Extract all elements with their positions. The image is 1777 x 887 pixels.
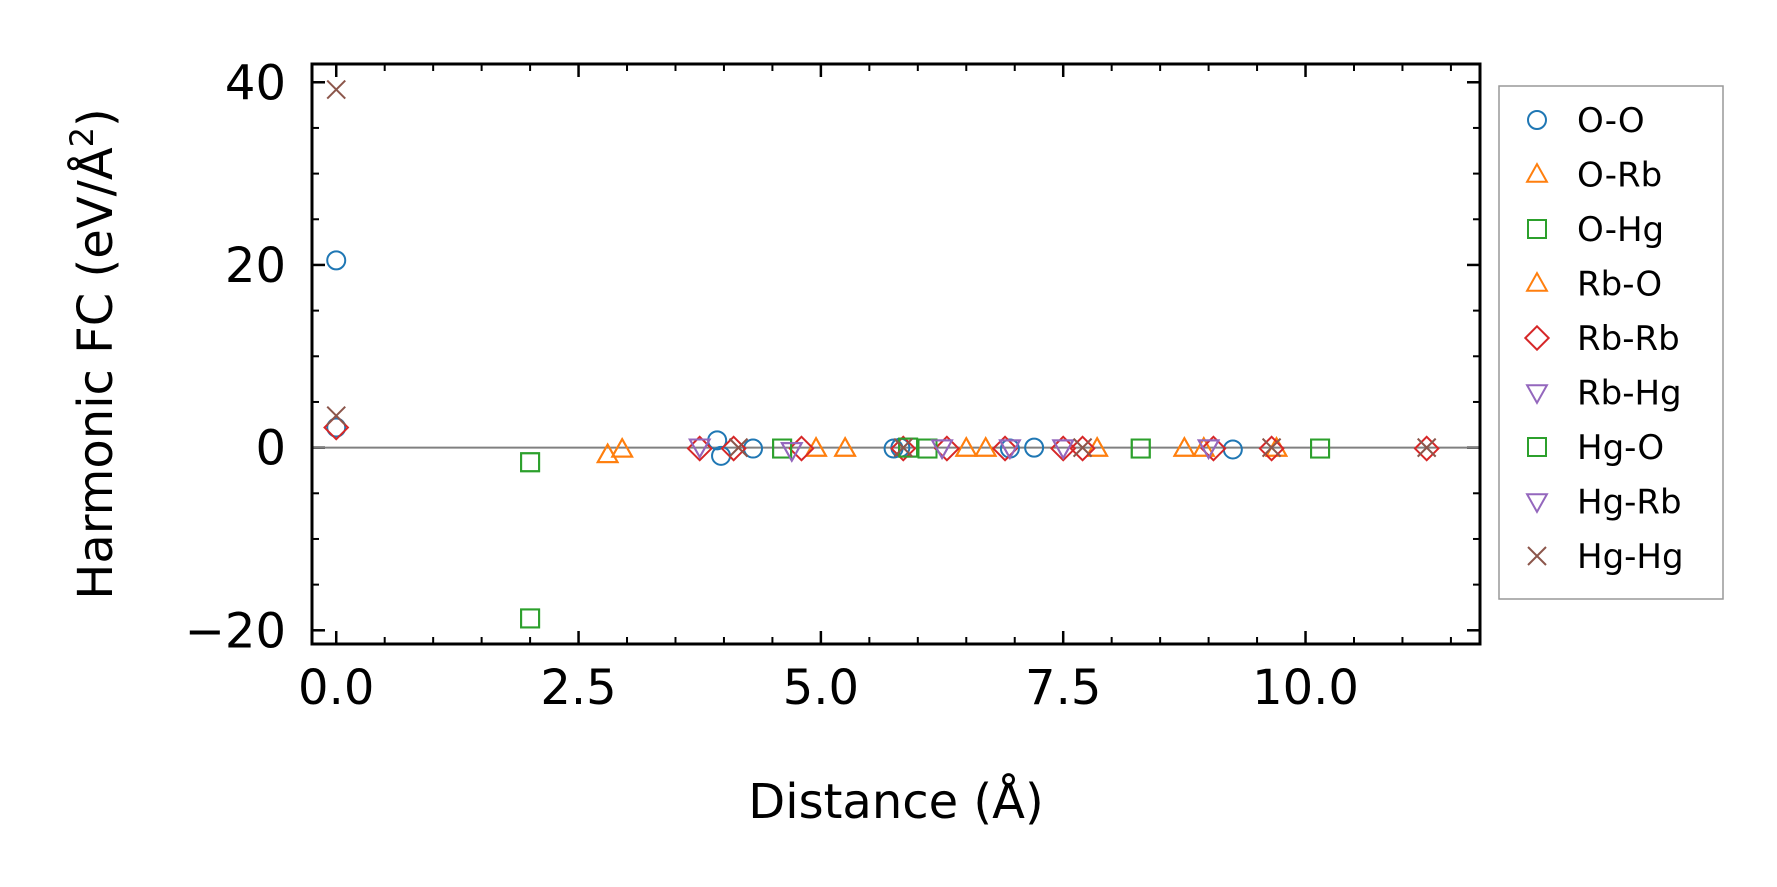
x-tick-label: 7.5 — [1025, 660, 1101, 716]
marker-hg-hg — [326, 79, 346, 100]
legend-label-o-o: O-O — [1577, 101, 1645, 141]
legend-label-o-rb: O-Rb — [1577, 156, 1662, 196]
legend-marker-hg-rb — [1525, 493, 1549, 514]
legend-label-rb-hg: Rb-Hg — [1577, 374, 1682, 414]
marker-o-hg — [520, 608, 541, 629]
marker-hg-hg — [1072, 437, 1093, 458]
marker-hg-hg — [1416, 437, 1437, 458]
marker-hg-o — [898, 437, 919, 458]
marker-rb-rb — [890, 435, 917, 462]
marker-rb-o — [596, 442, 620, 464]
marker-hg-o — [520, 608, 541, 629]
marker-rb-o — [1192, 436, 1216, 457]
marker-rb-rb — [788, 435, 815, 462]
marker-rb-o — [954, 436, 978, 457]
marker-o-o — [1222, 439, 1243, 460]
legend-label-o-hg: O-Hg — [1577, 210, 1664, 250]
marker-hg-rb — [780, 442, 804, 463]
marker-hg-rb — [1051, 439, 1075, 461]
x-tick-label: 10.0 — [1252, 660, 1359, 716]
markers-layer — [323, 79, 1440, 629]
marker-hg-o — [1310, 438, 1331, 459]
marker-rb-rb — [1200, 435, 1227, 462]
x-tick-label: 0.0 — [298, 660, 374, 716]
legend-marker-hg-o — [1527, 437, 1547, 457]
marker-o-hg — [520, 452, 541, 473]
marker-hg-rb — [688, 438, 712, 460]
y-axis-title-sup: 2 — [63, 127, 101, 147]
y-axis-title-suffix: ) — [68, 108, 124, 127]
legend-marker-o-hg — [1527, 219, 1547, 239]
legend-marker-o-rb — [1525, 162, 1549, 183]
marker-o-o — [326, 250, 347, 271]
y-axis-title: Harmonic FC (eV/Å2) — [63, 108, 124, 600]
marker-hg-rb — [998, 439, 1022, 461]
marker-rb-rb — [1069, 435, 1096, 462]
legend-label-rb-rb: Rb-Rb — [1577, 319, 1680, 359]
legend-marker-rb-rb — [1523, 324, 1551, 352]
y-tick-label: 20 — [225, 238, 286, 294]
marker-o-o — [326, 417, 347, 438]
marker-rb-o — [1172, 436, 1196, 457]
marker-hg-o — [772, 438, 793, 459]
x-axis-title: Distance (Å) — [748, 773, 1043, 830]
legend-label-hg-rb: Hg-Rb — [1577, 483, 1682, 523]
plot-frame — [310, 62, 1482, 646]
legend-marker-hg-hg — [1527, 546, 1547, 566]
marker-hg-hg — [728, 437, 749, 458]
legend-label-hg-o: Hg-O — [1577, 428, 1664, 468]
marker-hg-rb — [1196, 439, 1221, 461]
marker-rb-o — [833, 436, 857, 457]
legend-marker-rb-hg — [1525, 384, 1549, 405]
marker-hg-o — [1130, 438, 1151, 459]
y-tick-label: −20 — [185, 603, 286, 659]
y-axis-title-prefix: Harmonic FC (eV/Å — [67, 147, 124, 600]
ticks-layer — [312, 64, 1480, 644]
marker-rb-rb — [933, 435, 961, 462]
tick-labels-layer: 0.0 2.5 5.0 7.5 10.0 −20 0 20 40 — [185, 55, 1359, 716]
marker-hg-hg — [893, 437, 913, 458]
marker-hg-o — [520, 452, 541, 473]
marker-hg-hg — [326, 405, 346, 426]
marker-rb-o — [974, 436, 998, 457]
marker-rb-o — [610, 437, 634, 458]
legend-box — [1498, 85, 1724, 600]
marker-rb-rb — [1258, 435, 1285, 462]
y-tick-label: 40 — [225, 55, 286, 111]
marker-o-o — [1024, 437, 1045, 458]
legend-label-hg-hg: Hg-Hg — [1577, 537, 1684, 577]
x-tick-label: 2.5 — [540, 660, 616, 716]
marker-o-o — [711, 445, 732, 466]
marker-hg-hg — [1261, 437, 1282, 458]
marker-rb-rb — [991, 435, 1019, 462]
legend-label-rb-o: Rb-O — [1577, 265, 1662, 305]
legend: O-O O-Rb O-Hg Rb-O Rb-Rb Rb-Hg Hg-O Hg-Rb Hg-Hg — [1498, 85, 1724, 600]
marker-rb-rb — [1413, 435, 1440, 462]
legend-marker-rb-o — [1525, 271, 1549, 292]
marker-hg-rb — [930, 439, 954, 461]
legend-marker-o-o — [1527, 110, 1547, 130]
x-tick-label: 5.0 — [783, 660, 859, 716]
y-tick-label: 0 — [255, 421, 286, 477]
